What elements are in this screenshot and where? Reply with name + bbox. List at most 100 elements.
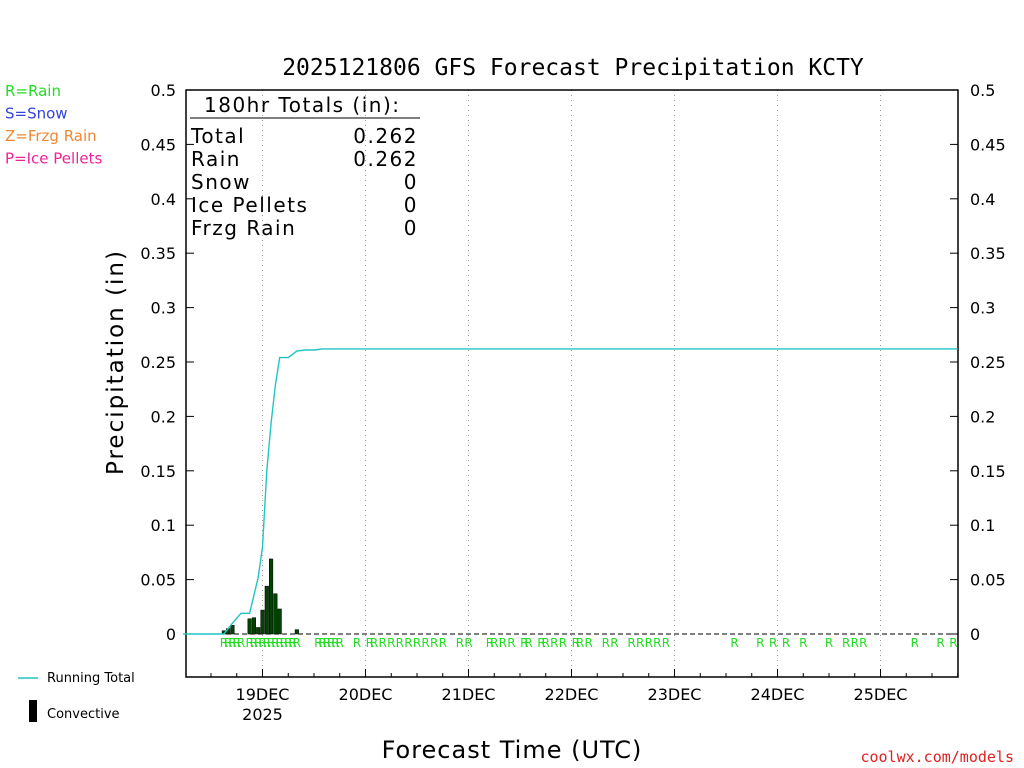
precip-bar — [248, 619, 252, 634]
precipitation-chart: 2025121806 GFS Forecast Precipitation KC… — [0, 0, 1024, 768]
x-tick-label: 22DEC — [545, 685, 599, 704]
rain-marker: R — [378, 636, 386, 650]
y-tick-label: 0.15 — [970, 462, 1006, 481]
source-credit: coolwx.com/models — [860, 748, 1014, 766]
precip-bar — [274, 594, 278, 634]
rain-marker: R — [237, 636, 245, 650]
y-tick-label: 0.25 — [140, 353, 176, 372]
rain-marker: R — [825, 636, 833, 650]
precip-bar — [265, 586, 269, 634]
y-tick-label: 0.3 — [970, 299, 995, 318]
rain-marker: R — [842, 636, 850, 650]
rain-marker: R — [653, 636, 661, 650]
precip-bar — [231, 625, 235, 634]
precip-bar — [278, 609, 282, 634]
rain-marker: R — [396, 636, 404, 650]
y-tick-label: 0 — [970, 625, 980, 644]
rain-marker: R — [542, 636, 550, 650]
series-legend: Running Total Convective — [18, 671, 135, 722]
rain-marker: R — [949, 636, 957, 650]
rain-marker: R — [636, 636, 644, 650]
totals-row-value: 0.262 — [353, 124, 418, 148]
rain-marker: R — [507, 636, 515, 650]
series-legend-label: Running Total — [47, 671, 135, 686]
y-tick-label: 0.5 — [970, 81, 995, 100]
y-tick-label: 0.45 — [970, 135, 1006, 154]
totals-row-value: 0.262 — [353, 147, 418, 171]
rain-marker: R — [911, 636, 919, 650]
y-tick-label: 0.2 — [151, 407, 176, 426]
rain-marker: R — [645, 636, 653, 650]
y-tick-label: 0.1 — [151, 516, 176, 535]
convective-swatch — [29, 700, 37, 722]
y-tick-label: 0 — [166, 625, 176, 644]
rain-marker: R — [559, 636, 567, 650]
rain-marker: R — [464, 636, 472, 650]
rain-marker: R — [730, 636, 738, 650]
y-tick-label: 0.4 — [970, 190, 995, 209]
rain-marker: R — [936, 636, 944, 650]
rain-marker: R — [370, 636, 378, 650]
totals-row-value: 0 — [404, 193, 418, 217]
rain-marker: R — [499, 636, 507, 650]
rain-marker: R — [336, 636, 344, 650]
rain-marker: R — [627, 636, 635, 650]
y-tick-label: 0.05 — [970, 571, 1006, 590]
x-tick-label: 20DEC — [339, 685, 393, 704]
y-tick-label: 0.5 — [151, 81, 176, 100]
totals-box: 180hr Totals (in):Total 0.262Rain 0.262Sno… — [190, 93, 420, 240]
chart-title: 2025121806 GFS Forecast Precipitation KC… — [282, 55, 864, 81]
y-tick-label: 0.35 — [970, 244, 1006, 263]
x-axis-label: Forecast Time (UTC) — [382, 736, 643, 764]
rain-marker: R — [602, 636, 610, 650]
rain-marker: R — [387, 636, 395, 650]
x-tick-sublabel: 2025 — [242, 705, 283, 724]
rain-marker: R — [851, 636, 859, 650]
plot-frame — [186, 90, 958, 677]
y-tick-label: 0.45 — [140, 135, 176, 154]
x-tick-label: 23DEC — [648, 685, 702, 704]
y-tick-label: 0.05 — [140, 571, 176, 590]
rain-marker: R — [490, 636, 498, 650]
precip-bar — [295, 630, 299, 634]
rain-marker: R — [524, 636, 532, 650]
y-tick-label: 0.2 — [970, 407, 995, 426]
y-tick-label: 0.15 — [140, 462, 176, 481]
vertical-gridlines — [263, 90, 881, 677]
rain-marker: R — [293, 636, 301, 650]
totals-row-value: 0 — [404, 216, 418, 240]
rain-marker: R — [859, 636, 867, 650]
series-legend-label: Convective — [47, 707, 120, 722]
rain-marker: R — [756, 636, 764, 650]
totals-row-value: 0 — [404, 170, 418, 194]
type-legend-entry: S=Snow — [5, 105, 68, 123]
type-legend-entry: Z=Frzg Rain — [5, 127, 97, 145]
precip-bar — [252, 618, 256, 634]
rain-marker: R — [782, 636, 790, 650]
y-tick-label: 0.25 — [970, 353, 1006, 372]
rain-marker: R — [576, 636, 584, 650]
rain-marker: R — [439, 636, 447, 650]
x-tick-label: 19DEC — [236, 685, 290, 704]
type-legend-entry: P=Ice Pellets — [5, 150, 102, 168]
x-tick-label: 24DEC — [751, 685, 805, 704]
x-tick-label: 25DEC — [854, 685, 908, 704]
rain-marker: R — [353, 636, 361, 650]
rain-marker: R — [584, 636, 592, 650]
totals-row-label: Frzg Rain — [191, 216, 296, 240]
y-tick-label: 0.1 — [970, 516, 995, 535]
totals-header: 180hr Totals (in): — [204, 93, 401, 117]
rain-marker: R — [430, 636, 438, 650]
rain-marker: R — [413, 636, 421, 650]
rain-marker: R — [610, 636, 618, 650]
rain-marker: R — [404, 636, 412, 650]
rain-marker: R — [550, 636, 558, 650]
precip-type-legend: R=Rain S=Snow Z=Frzg Rain P=Ice Pellets — [5, 82, 102, 168]
y-tick-label: 0.3 — [151, 299, 176, 318]
precip-bar — [269, 559, 273, 634]
type-legend-entry: R=Rain — [5, 82, 61, 100]
totals-row-label: Snow — [191, 170, 251, 194]
totals-row-label: Rain — [191, 147, 241, 171]
rain-marker: R — [421, 636, 429, 650]
